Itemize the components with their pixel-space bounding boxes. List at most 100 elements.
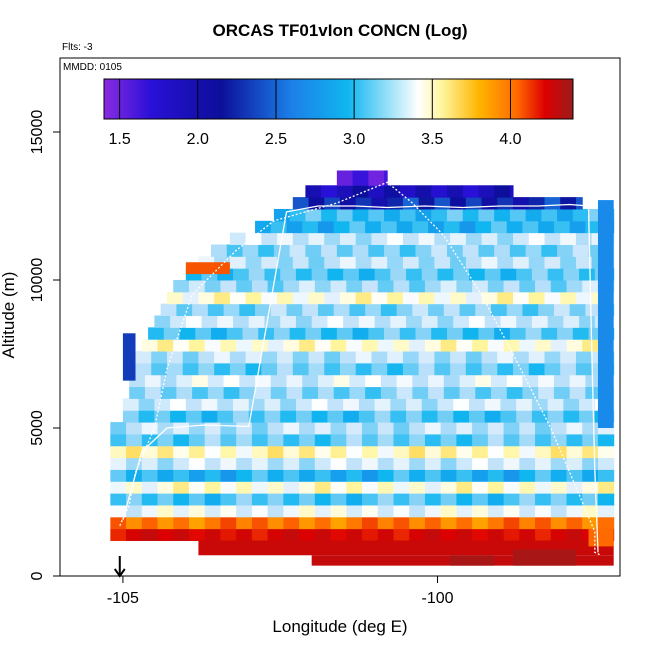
heatmap-cell (346, 445, 363, 459)
heatmap-cell (550, 422, 568, 435)
heatmap-cell (402, 256, 420, 269)
heatmap-cell (261, 256, 278, 269)
heatmap-cell (575, 291, 593, 305)
heatmap-cell (141, 528, 159, 541)
heatmap-cell (519, 469, 536, 482)
heatmap-cell (481, 351, 498, 364)
heatmap-cell (157, 422, 174, 435)
heatmap-cell (352, 208, 369, 222)
heatmap-cell (465, 291, 483, 305)
heatmap-cell (229, 362, 247, 376)
heatmap-cell (513, 232, 530, 245)
heatmap-cell (283, 433, 300, 447)
heatmap-cell (424, 280, 442, 293)
heatmap-cell (207, 303, 225, 317)
heatmap-cell (472, 504, 489, 518)
heatmap-cell (358, 268, 376, 281)
flight-tracks (119, 181, 602, 556)
heatmap-cell (566, 469, 583, 482)
colorbar: 1.5 2.0 2.5 3.0 3.5 4.0 (103, 78, 574, 148)
heatmap-cell (201, 315, 218, 328)
heatmap-cell (566, 481, 583, 494)
heatmap-cell (393, 280, 410, 293)
heatmap-cell (188, 457, 206, 470)
heatmap-cell (267, 469, 284, 482)
heatmap-cell (550, 339, 568, 352)
heatmap-cell (176, 303, 193, 317)
heatmap-cell (365, 303, 382, 317)
heatmap-cell (424, 457, 442, 470)
heatmap-cell (302, 374, 319, 388)
heatmap-cell (217, 315, 234, 328)
heatmap-cell (283, 445, 300, 459)
heatmap-cell (182, 362, 199, 376)
heatmap-cell (280, 315, 297, 328)
heatmap-cell (283, 493, 300, 506)
heatmap-cell (450, 291, 467, 305)
heatmap-cell (280, 398, 297, 411)
heatmap-cell (516, 398, 533, 411)
colorbar-gradient (103, 78, 574, 120)
heatmap-cell (544, 351, 561, 364)
heatmap-cell (409, 457, 426, 470)
heatmap-cell (396, 220, 413, 234)
heatmap-cell (157, 469, 174, 482)
heatmap-cell (456, 339, 473, 352)
heatmap-cell (440, 280, 457, 293)
heatmap-cell (236, 493, 253, 506)
heatmap-cell (513, 197, 530, 210)
heatmap-cell (597, 433, 615, 447)
heatmap-cell (355, 197, 372, 210)
heatmap-cell (141, 469, 159, 482)
heatmap-cell (475, 374, 492, 388)
heatmap-cell (550, 493, 568, 506)
heatmap-cells (110, 170, 615, 566)
heatmap-cell (494, 244, 511, 257)
heatmap-cell (579, 398, 596, 411)
heatmap-cell (468, 268, 486, 281)
heatmap-cell (575, 362, 593, 376)
heatmap-cell (550, 280, 568, 293)
heatmap-cell (544, 232, 561, 245)
heatmap-cell (487, 339, 505, 352)
heatmap-cell (251, 339, 269, 352)
heatmap-cell (324, 291, 341, 305)
heatmap-cell (229, 291, 247, 305)
heatmap-cell (267, 445, 284, 459)
heatmap-cell (384, 244, 401, 257)
heatmap-cell (346, 493, 363, 506)
heatmap-cell (541, 208, 558, 222)
heatmap-cell (220, 433, 237, 447)
heatmap-cell (330, 504, 347, 518)
heatmap-cell (472, 516, 489, 530)
heatmap-cell (472, 493, 489, 506)
heatmap-cell (535, 469, 552, 482)
heatmap-cell (424, 481, 442, 494)
y-tick-label: 10000 (29, 258, 46, 303)
heatmap-cell (126, 469, 143, 482)
heatmap-cell (327, 315, 344, 328)
heatmap-cell (528, 256, 545, 269)
heatmap-cell (248, 398, 265, 411)
heatmap-cell (402, 351, 420, 364)
heatmap-cell (324, 256, 341, 269)
heatmap-cell (428, 220, 445, 234)
heatmap-cell (374, 268, 391, 281)
heatmap-cell (308, 291, 325, 305)
heatmap-cell (484, 315, 501, 328)
heatmap-cell (324, 197, 341, 210)
heatmap-cell (340, 232, 357, 245)
heatmap-cell (553, 220, 571, 234)
heatmap-cell (204, 280, 221, 293)
heatmap-cell (519, 445, 536, 459)
heatmap-cell (377, 445, 394, 459)
heatmap-cell (387, 351, 404, 364)
heatmap-cell (525, 244, 542, 257)
heatmap-cell (387, 256, 404, 269)
heatmap-cell (110, 457, 127, 470)
heatmap-cell (286, 220, 303, 234)
heatmap-cell (245, 291, 262, 305)
heatmap-cell (336, 327, 354, 340)
heatmap-cell (292, 232, 310, 245)
